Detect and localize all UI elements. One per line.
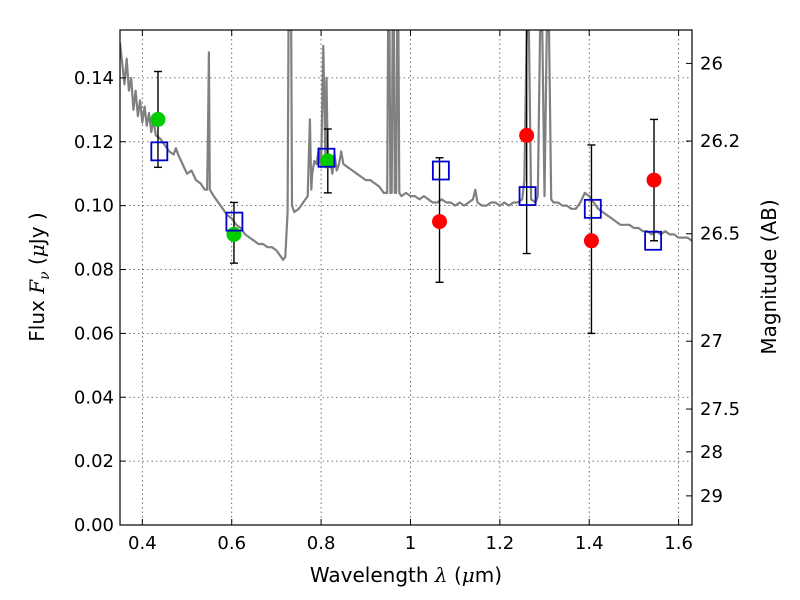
y2-tick-label: 29: [700, 486, 723, 507]
y-tick-label: 0.14: [74, 68, 114, 89]
green-data-point: [320, 153, 336, 169]
y2-tick-label: 26.2: [700, 131, 740, 152]
y2-tick-label: 27.5: [700, 399, 740, 420]
y2-axis-label: Magnitude (AB): [757, 199, 781, 354]
x-tick-label: 0.6: [217, 533, 246, 554]
blue-model-square: [150, 141, 169, 162]
y-tick-label: 0.08: [74, 260, 114, 281]
blue-model-square: [583, 198, 602, 219]
x-tick-label: 1: [405, 533, 416, 554]
green-data-point: [226, 226, 242, 242]
x-tick-label: 1.2: [486, 533, 515, 554]
red-data-point: [646, 172, 662, 188]
y-tick-label: 0.12: [74, 132, 114, 153]
y-tick-label: 0.10: [74, 196, 114, 217]
axes-frame: [119, 29, 693, 526]
y-tick-label: 0.06: [74, 323, 114, 344]
axis-ticks: 0.4 0.6 0.8 1 1.2 1.4 1.6 0.00 0.02 0.04 0.06 0.08 0…: [74, 30, 740, 554]
grid-lines: [120, 30, 692, 525]
blue-model-square: [225, 211, 244, 232]
blue-model-square: [644, 230, 663, 251]
x-axis-label: Wavelength λ (μm): [310, 563, 502, 587]
red-data-point: [583, 233, 599, 249]
plot-area: [120, 30, 692, 335]
y-tick-label: 0.02: [74, 451, 114, 472]
x-tick-label: 1.6: [664, 533, 693, 554]
blue-model-square: [317, 147, 336, 168]
green-data-point: [150, 111, 166, 127]
blue-model-square: [431, 160, 450, 181]
blue-model-square: [518, 186, 537, 206]
y2-tick-label: 28: [700, 442, 723, 463]
y-tick-label: 0.00: [74, 515, 114, 536]
y2-tick-label: 26: [700, 53, 723, 74]
red-data-point: [519, 127, 535, 143]
y2-tick-label: 27: [700, 331, 723, 352]
x-tick-label: 1.4: [575, 533, 604, 554]
red-data-point: [432, 214, 448, 230]
x-tick-label: 0.8: [307, 533, 336, 554]
x-tick-label: 0.4: [128, 533, 157, 554]
model-spectrum-line: [120, 30, 692, 261]
y-tick-label: 0.04: [74, 387, 114, 408]
y-axis-label: Flux Fν (μJy ): [25, 212, 53, 341]
y2-tick-label: 26.5: [700, 224, 740, 245]
